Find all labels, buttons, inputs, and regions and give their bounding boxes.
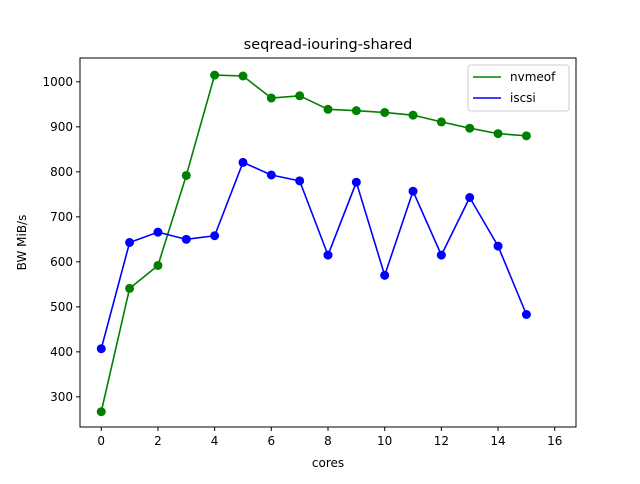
data-point-nvmeof [493, 129, 503, 139]
data-point-nvmeof [125, 283, 135, 293]
data-point-nvmeof [210, 70, 220, 80]
data-point-nvmeof [521, 131, 531, 141]
x-tick-label: 0 [97, 434, 105, 448]
data-point-nvmeof [465, 123, 475, 133]
data-point-iscsi [351, 177, 361, 187]
data-point-iscsi [521, 310, 531, 319]
data-point-nvmeof [181, 170, 191, 180]
x-tick-label: 2 [154, 434, 162, 448]
y-tick-label: 600 [50, 255, 73, 269]
data-point-nvmeof [351, 106, 361, 116]
y-tick-label: 800 [50, 165, 73, 179]
axes: 0 2 4 6 8 10 12 14 16 300 400 500 600 700 800 900 1000 [42, 75, 562, 448]
data-point-iscsi [125, 238, 135, 247]
x-tick-label: 4 [211, 434, 219, 448]
chart-title: seqread-iouring-shared [244, 37, 413, 53]
data-point-iscsi [295, 176, 305, 186]
y-tick-label: 400 [50, 345, 73, 359]
y-tick-label: 1000 [42, 75, 73, 89]
data-point-iscsi [436, 250, 446, 260]
data-point-nvmeof [436, 117, 446, 127]
x-tick-label: 10 [377, 434, 392, 448]
x-tick-label: 8 [324, 434, 332, 448]
data-point-iscsi [493, 241, 503, 251]
data-point-iscsi [238, 157, 248, 167]
data-point-nvmeof [380, 107, 390, 117]
data-point-nvmeof [266, 93, 276, 103]
x-tick-label: 12 [434, 434, 449, 448]
data-point-nvmeof [153, 260, 163, 270]
data-point-iscsi [153, 227, 163, 237]
plot-frame [79, 57, 577, 428]
legend-label-nvmeof: nvmeof [510, 70, 556, 84]
y-axis-label: BW MiB/s [15, 215, 29, 271]
y-tick-label: 900 [50, 120, 73, 134]
series-line-nvmeof [100, 74, 527, 412]
legend: nvmeof iscsi [467, 64, 570, 112]
data-point-iscsi [181, 234, 191, 244]
x-tick-label: 6 [267, 434, 275, 448]
data-point-nvmeof [295, 91, 305, 101]
data-point-iscsi [465, 193, 475, 202]
x-axis-label: cores [312, 456, 344, 470]
y-tick-label: 500 [50, 300, 73, 314]
data-point-nvmeof [323, 104, 333, 114]
data-point-iscsi [210, 231, 220, 241]
data-point-nvmeof [408, 110, 418, 120]
series-layer [96, 70, 531, 417]
y-tick-label: 300 [50, 390, 73, 404]
data-point-nvmeof [238, 71, 248, 81]
data-point-iscsi [323, 250, 333, 260]
series-line-iscsi [100, 161, 528, 349]
x-tick-label: 16 [547, 434, 562, 448]
legend-label-iscsi: iscsi [510, 91, 536, 105]
y-tick-label: 700 [50, 210, 73, 224]
data-point-iscsi [96, 344, 106, 354]
data-point-iscsi [408, 186, 418, 196]
data-point-iscsi [380, 270, 390, 280]
data-point-iscsi [266, 170, 276, 180]
x-tick-label: 14 [490, 434, 505, 448]
data-point-nvmeof [96, 407, 106, 417]
